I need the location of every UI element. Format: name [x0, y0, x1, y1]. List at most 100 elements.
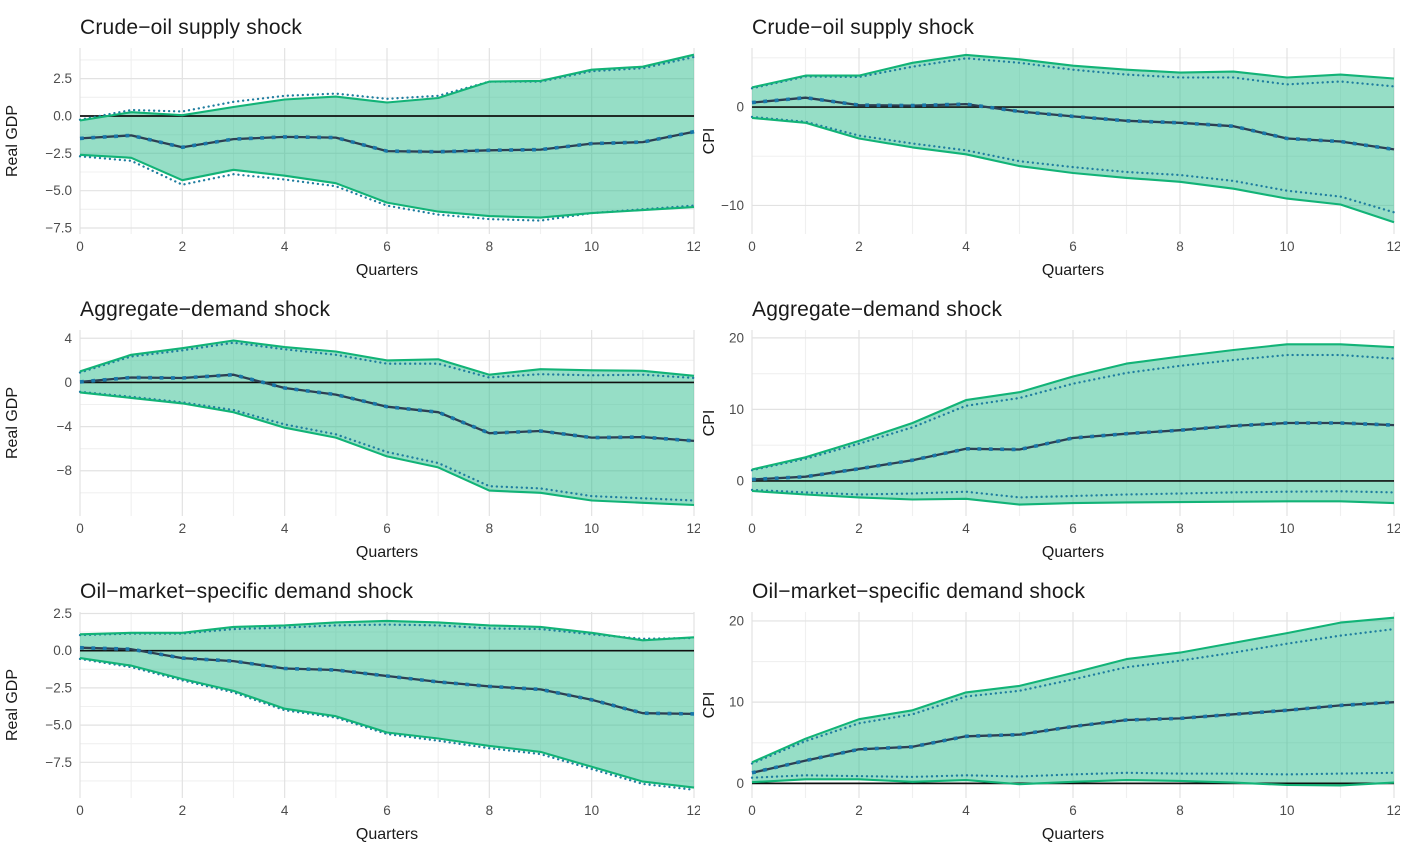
y-tick-label: −5.0	[45, 183, 72, 198]
x-tick-label: 4	[281, 521, 289, 536]
panel-aggregate-demand-gdp: Aggregate−demand shock 0 2 4 6 8 10 12 4 0 −4 −8 Qu…	[0, 282, 700, 564]
x-tick-label: 8	[486, 803, 494, 818]
median-line-markers	[79, 372, 695, 443]
x-tick-label: 6	[1069, 803, 1077, 818]
x-tick-label: 6	[1069, 239, 1077, 254]
y-tick-label: 0	[736, 100, 744, 115]
x-tick-label: 2	[179, 239, 187, 254]
upper-dotted-line	[78, 341, 696, 380]
x-tick-label: 12	[686, 521, 700, 536]
median-line-markers	[79, 129, 695, 154]
x-tick-label: 12	[1386, 239, 1400, 254]
confidence-band-area	[80, 54, 694, 218]
chart-aggregate-demand-cpi: 0 2 4 6 8 10 12 20 10 0 Quarters CPI	[701, 330, 1400, 561]
y-tick-label: 10	[729, 695, 744, 710]
lower-band-edge-line	[751, 778, 1395, 787]
y-tick-label: −2.5	[45, 146, 72, 161]
lower-band-edge-line	[79, 153, 695, 219]
y-tick-label: 0.0	[53, 643, 72, 658]
panel-oil-market-demand-cpi: Oil−market−specific demand shock 0 2 4 6 8 10…	[700, 564, 1400, 846]
x-tick-label: 2	[855, 521, 863, 536]
y-axis-title: Real GDP	[4, 387, 21, 459]
x-tick-label: 4	[281, 803, 289, 818]
lower-band-edge-line	[79, 657, 695, 789]
panel-crude-oil-supply-gdp: Crude−oil supply shock 0 2 4 6 8 10 12 2.5 0.0 −2…	[0, 0, 700, 282]
x-tick-label: 6	[383, 521, 391, 536]
y-tick-label: 0.0	[53, 108, 72, 123]
upper-dotted-line	[78, 55, 696, 121]
median-line-markers	[751, 421, 1395, 482]
y-tick-label: 0	[736, 776, 744, 791]
x-tick-label: 4	[281, 239, 289, 254]
x-tick-label: 10	[1279, 239, 1294, 254]
x-tick-label: 4	[962, 803, 970, 818]
confidence-band-area	[80, 620, 694, 788]
x-axis-title: Quarters	[1042, 262, 1104, 279]
x-tick-label: 6	[383, 239, 391, 254]
x-tick-label: 12	[1386, 803, 1400, 818]
upper-band-edge-line	[79, 619, 695, 642]
chart-crude-oil-supply-cpi: 0 2 4 6 8 10 12 0 −10 Quarters CPI	[701, 48, 1400, 279]
panel-title: Crude−oil supply shock	[80, 16, 303, 39]
y-tick-label: 20	[729, 330, 744, 345]
median-line	[751, 701, 1395, 774]
panel-title: Oil−market−specific demand shock	[752, 580, 1086, 603]
upper-band-edge-line	[751, 53, 1395, 89]
y-tick-label: 2.5	[53, 71, 72, 86]
y-axis-title: Real GDP	[4, 669, 21, 741]
y-tick-label: −7.5	[45, 755, 72, 770]
x-tick-label: 8	[486, 521, 494, 536]
upper-band-edge-line	[751, 343, 1395, 471]
panel-title: Oil−market−specific demand shock	[80, 580, 414, 603]
x-axis-title: Quarters	[356, 544, 418, 561]
confidence-band-area	[752, 344, 1394, 505]
lower-dotted-line	[750, 771, 1396, 779]
x-tick-label: 2	[855, 803, 863, 818]
lower-dotted-line	[78, 657, 696, 791]
chart-crude-oil-supply-gdp: 0 2 4 6 8 10 12 2.5 0.0 −2.5 −5.0 −7.5 Quarters Real …	[4, 48, 700, 279]
y-tick-label: 0	[736, 473, 744, 488]
y-tick-label: 2.5	[53, 606, 72, 621]
x-tick-label: 10	[584, 239, 599, 254]
x-axis-title: Quarters	[1042, 544, 1104, 561]
x-tick-label: 12	[1386, 521, 1400, 536]
panel-title: Aggregate−demand shock	[752, 298, 1003, 321]
x-tick-label: 2	[179, 521, 187, 536]
x-tick-label: 0	[76, 521, 84, 536]
upper-dotted-line	[750, 57, 1396, 90]
median-line-markers	[79, 645, 695, 716]
y-tick-label: −10	[721, 198, 744, 213]
panel-title: Crude−oil supply shock	[752, 16, 975, 39]
upper-dotted-line	[750, 627, 1396, 765]
x-tick-label: 12	[686, 239, 700, 254]
y-tick-label: 4	[64, 331, 72, 346]
x-axis-title: Quarters	[356, 826, 418, 843]
x-tick-label: 0	[76, 239, 84, 254]
y-axis-title: CPI	[701, 410, 718, 437]
panel-title: Aggregate−demand shock	[80, 298, 331, 321]
x-tick-label: 8	[1176, 239, 1184, 254]
median-line-markers	[751, 95, 1395, 152]
upper-dotted-line	[750, 353, 1396, 472]
x-tick-label: 10	[1279, 521, 1294, 536]
lower-dotted-line	[750, 115, 1396, 214]
lower-band-edge-line	[751, 489, 1395, 506]
chart-oil-market-demand-gdp: 0 2 4 6 8 10 12 2.5 0.0 −2.5 −5.0 −7.5 Quarters Real …	[4, 606, 700, 843]
x-tick-label: 0	[748, 521, 756, 536]
y-axis-title: Real GDP	[4, 105, 21, 177]
lower-band-edge-line	[751, 116, 1395, 224]
y-axis-title: CPI	[701, 128, 718, 155]
y-tick-label: 20	[729, 613, 744, 628]
x-axis-title: Quarters	[356, 262, 418, 279]
x-tick-label: 0	[748, 239, 756, 254]
y-tick-label: −7.5	[45, 221, 72, 236]
y-axis-title: CPI	[701, 692, 718, 719]
x-tick-label: 8	[486, 239, 494, 254]
x-tick-label: 4	[962, 521, 970, 536]
upper-band-edge-line	[751, 616, 1395, 764]
x-tick-label: 8	[1176, 521, 1184, 536]
upper-band-edge-line	[79, 53, 695, 122]
x-tick-label: 2	[855, 239, 863, 254]
confidence-band-area	[752, 54, 1394, 223]
